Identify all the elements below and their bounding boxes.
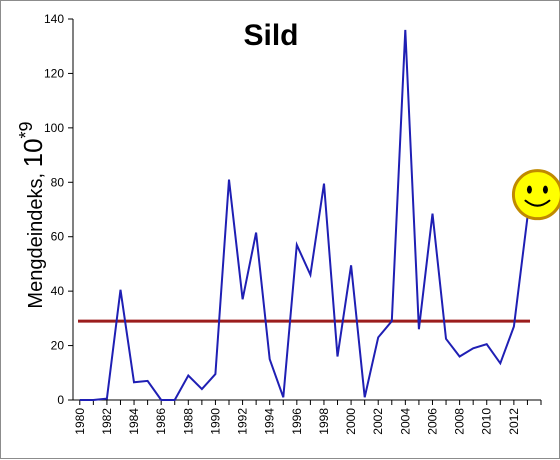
y-axis: 0 20 40 60 80 100 120 140 [44,12,74,407]
y-tick-label: 0 [57,393,64,407]
smiley-face [511,169,560,221]
y-axis-label: Mengdeindeks, 10*9 [16,121,48,308]
x-tick-label: 2004 [398,408,412,435]
x-tick-label: 1982 [100,408,114,435]
x-tick-label: 2008 [453,408,467,435]
chart-title: Sild [243,19,298,52]
y-tick-label: 100 [44,121,64,135]
y-tick-label: 60 [51,230,65,244]
x-tick-label: 2000 [344,408,358,435]
x-tick-label: 1996 [290,408,304,435]
x-tick-label: 1984 [127,408,141,435]
series-group [79,29,529,401]
smiley-face-icon [511,169,560,221]
y-tick-label: 20 [51,339,65,353]
y-tick-label: 120 [44,66,64,80]
y-axis-label-main: Mengdeindeks, [25,167,47,308]
y-axis-label-exponent: *9 [16,121,36,138]
smiley-right-eye [542,185,548,194]
x-tick-label: 2006 [425,408,439,435]
x-tick-label: 2002 [371,408,385,435]
y-tick-label: 40 [51,284,65,298]
x-tick-label: 1988 [181,408,195,435]
x-tick-label: 1992 [236,408,250,435]
y-tick-label: 80 [51,175,65,189]
smiley-mouth [524,199,551,207]
x-tick-label: 1994 [263,408,277,435]
series-line [79,29,529,401]
x-tick-label: 2012 [507,408,521,435]
x-tick-label: 1986 [154,408,168,435]
x-tick-label: 1980 [73,408,87,435]
smiley-left-eye [526,185,532,194]
x-axis: 1980 1982 1984 1986 1988 1990 1992 1994 1996 1998… [73,399,542,435]
x-tick-label: 1990 [208,408,222,435]
x-tick-label: 2010 [480,408,494,435]
y-tick-label: 140 [44,12,64,26]
y-axis-label-unit: 10 [18,138,48,167]
x-tick-label: 1998 [317,408,331,435]
